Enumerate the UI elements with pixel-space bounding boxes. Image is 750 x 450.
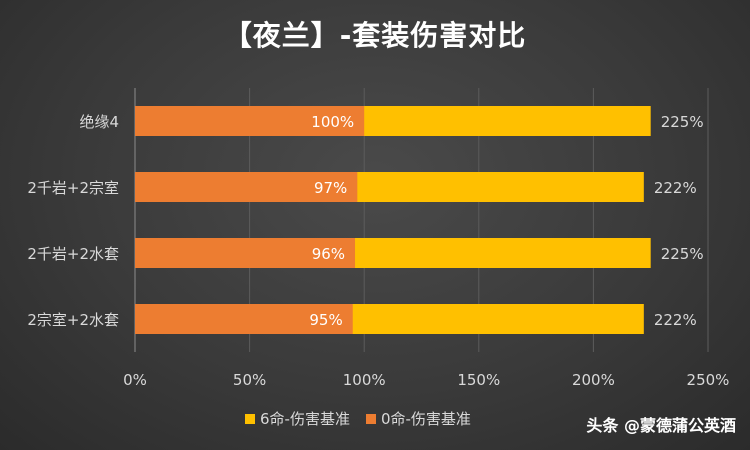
data-label-6ming: 225%: [661, 113, 704, 131]
bar-0ming: [135, 172, 358, 202]
x-tick-label: 50%: [233, 371, 266, 389]
bar-0ming: [135, 106, 365, 136]
legend-swatch-0ming: [365, 413, 376, 424]
x-tick-label: 200%: [572, 371, 615, 389]
x-tick-label: 250%: [687, 371, 730, 389]
data-label-0ming: 97%: [314, 179, 347, 197]
bar-0ming: [135, 304, 353, 334]
bar-0ming: [135, 238, 356, 268]
category-label: 2千岩+2水套: [27, 245, 119, 263]
x-tick-label: 150%: [457, 371, 500, 389]
data-label-0ming: 95%: [309, 311, 342, 329]
legend-label-0ming: 0命-伤害基准: [380, 410, 471, 428]
category-label: 2千岩+2宗室: [27, 179, 119, 197]
x-tick-label: 0%: [123, 371, 147, 389]
data-label-0ming: 100%: [311, 113, 354, 131]
legend: 6命-伤害基准 0命-伤害基准: [245, 408, 471, 429]
data-label-6ming: 222%: [654, 311, 697, 329]
x-tick-label: 100%: [343, 371, 386, 389]
category-label: 绝缘4: [79, 113, 119, 131]
watermark: 头条 @蒙德蒲公英酒: [586, 416, 736, 435]
legend-item-6ming: 6命-伤害基准: [245, 408, 350, 429]
legend-swatch-6ming: [245, 413, 255, 424]
legend-item-0ming: 0命-伤害基准: [365, 408, 471, 429]
chart-title: 【夜兰】-套装伤害对比: [223, 19, 527, 52]
category-label: 2宗室+2水套: [27, 311, 119, 329]
data-label-0ming: 96%: [312, 245, 345, 263]
data-label-6ming: 225%: [661, 245, 704, 263]
legend-label-6ming: 6命-伤害基准: [260, 410, 350, 428]
data-label-6ming: 222%: [654, 179, 697, 197]
